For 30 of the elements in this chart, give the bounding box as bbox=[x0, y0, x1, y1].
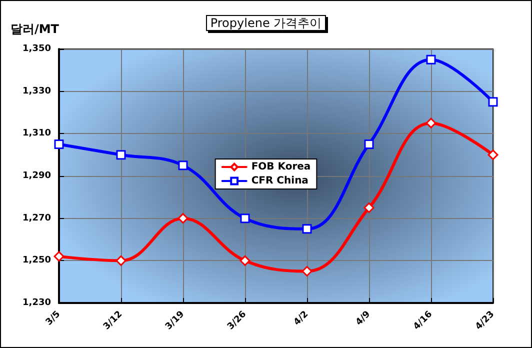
point bbox=[426, 54, 436, 64]
point bbox=[116, 255, 126, 266]
y-tick-label: 1,230 bbox=[22, 298, 51, 308]
y-tick-label: 1,250 bbox=[22, 256, 51, 266]
point bbox=[240, 255, 250, 266]
point bbox=[54, 140, 64, 149]
point bbox=[364, 202, 374, 213]
point bbox=[426, 118, 436, 128]
point bbox=[240, 214, 250, 224]
y-axis-title: 달러/MT bbox=[10, 22, 60, 36]
y-tick-label: 1,270 bbox=[22, 213, 51, 224]
point bbox=[488, 150, 498, 160]
y-tick-label: 1,350 bbox=[22, 44, 51, 54]
x-tick-label: 4/9 bbox=[354, 309, 373, 328]
point bbox=[178, 160, 188, 170]
x-tick-label: 3/5 bbox=[44, 309, 63, 328]
legend-label: FOB Korea bbox=[251, 162, 311, 172]
point bbox=[364, 140, 374, 149]
point bbox=[302, 224, 312, 234]
legend-label: CFR China bbox=[251, 176, 308, 186]
point bbox=[54, 251, 64, 262]
point bbox=[116, 150, 126, 160]
x-tick-label: 4/2 bbox=[292, 309, 311, 328]
y-tick-label: 1,290 bbox=[22, 171, 51, 181]
y-tick-label: 1,310 bbox=[22, 128, 51, 139]
point bbox=[488, 97, 498, 107]
y-tick-label: 1,330 bbox=[22, 86, 51, 96]
point bbox=[302, 266, 312, 276]
chart-title: Propylene 가격추이 bbox=[210, 16, 322, 30]
point bbox=[178, 213, 188, 224]
